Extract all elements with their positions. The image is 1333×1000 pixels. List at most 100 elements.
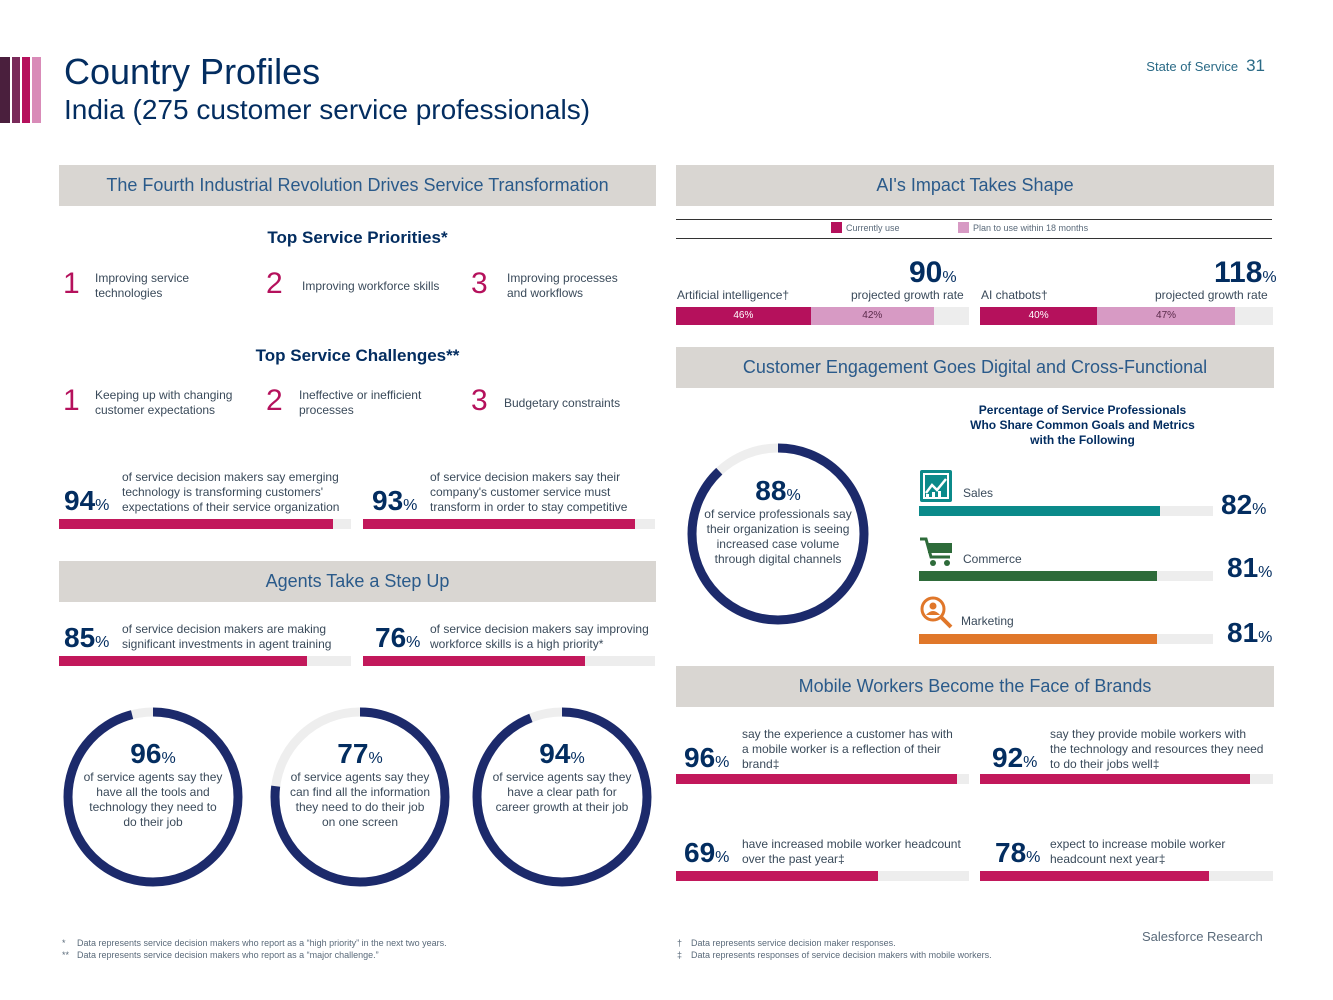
ai-bar-2-plan: 47% xyxy=(1097,307,1235,325)
mobile-78-value: 78% xyxy=(995,837,1041,868)
ring-77-value: 77% xyxy=(337,738,383,769)
ring-77-arc xyxy=(270,707,450,887)
report-name: State of Service xyxy=(1146,59,1239,74)
mobile-92-bar xyxy=(980,774,1273,784)
footnote-left-2: ** Data represents service decision maker… xyxy=(62,950,379,960)
stat-85-text: of service decision makers are making si… xyxy=(122,622,332,651)
ring-96-arc xyxy=(63,707,243,887)
function-marketing-value: 81% xyxy=(1227,617,1273,648)
priority-text-3: Improving processes and workflows xyxy=(507,271,618,300)
stat-94-text: of service decision makers say emerging … xyxy=(122,470,340,514)
section-band-agents: Agents Take a Step Up xyxy=(59,561,656,602)
legend-plan-swatch xyxy=(958,222,969,233)
ai-bar-2-current: 40% xyxy=(980,307,1098,325)
page-subtitle: India (275 customer service professional… xyxy=(64,94,591,125)
mobile-69-text: have increased mobile worker headcount o… xyxy=(742,837,961,866)
ai-growth-label-2: projected growth rate xyxy=(1155,288,1268,302)
stripe-magenta xyxy=(22,57,30,123)
function-commerce-bar xyxy=(919,571,1213,581)
ring-94-value: 94% xyxy=(539,738,585,769)
stat-85-bar-fill xyxy=(59,656,308,666)
function-sales-bar-fill xyxy=(919,506,1161,516)
footnote-right-1: † Data represents service decision maker … xyxy=(677,938,896,948)
mobile-78-bar xyxy=(980,871,1273,881)
ring-88-label: 88% of service professionals say their o… xyxy=(702,475,854,567)
function-commerce-label: Commerce xyxy=(963,552,1022,566)
priorities-heading: Top Service Priorities* xyxy=(267,228,448,247)
mobile-96-value: 96% xyxy=(684,742,730,773)
page-number: 31 xyxy=(1246,56,1265,75)
ai-growth-value-2: 118% xyxy=(1214,256,1277,289)
ai-growth-value-1: 90% xyxy=(909,256,957,289)
function-commerce-bar-fill xyxy=(919,571,1158,581)
challenge-rank-1: 1 xyxy=(63,384,80,417)
mobile-92-text: say they provide mobile workers with the… xyxy=(1050,727,1264,771)
legend-rule-bottom xyxy=(676,238,1272,239)
stripe-dark xyxy=(0,57,10,123)
mobile-78-text: expect to increase mobile worker headcou… xyxy=(1050,837,1226,866)
ai-label-2: AI chatbots† xyxy=(981,288,1048,302)
ring-96-label: 96% of service agents say they have all … xyxy=(81,738,225,830)
stat-94-bar-fill xyxy=(59,519,334,529)
priority-text-2: Improving workforce skills xyxy=(302,279,440,293)
ring-88-value: 88% xyxy=(755,475,801,506)
ring-77-text: of service agents say they can find all … xyxy=(289,770,431,829)
challenge-text-1: Keeping up with changing customer expect… xyxy=(95,388,233,417)
page-title: Country Profiles xyxy=(64,51,321,92)
challenges-heading: Top Service Challenges** xyxy=(255,346,460,365)
stat-94-value: 94% xyxy=(64,485,110,516)
function-sales-label: Sales xyxy=(963,486,994,500)
magnifier-icon xyxy=(920,596,953,629)
ai-growth-label-1: projected growth rate xyxy=(851,288,964,302)
ring-chart-96 xyxy=(63,707,243,887)
function-marketing-bar xyxy=(919,634,1213,644)
legend-plan: Plan to use within 18 months xyxy=(958,222,1088,233)
ai-bar-2: 40% 47% xyxy=(980,307,1273,325)
challenge-rank-3: 3 xyxy=(471,384,488,417)
ring-94-text: of service agents say they have a clear … xyxy=(492,770,632,814)
ring-77-label: 77% of service agents say they can find … xyxy=(288,738,432,830)
mobile-69-value: 69% xyxy=(684,837,730,868)
brand-name: Salesforce Research xyxy=(1142,929,1263,944)
stat-93-value: 93% xyxy=(372,485,418,516)
page-header-meta: State of Service 31 xyxy=(1146,56,1265,76)
function-marketing-label: Marketing xyxy=(961,614,1014,628)
mobile-96-bar xyxy=(676,774,969,784)
priority-text-1: Improving service technologies xyxy=(95,271,190,300)
mobile-69-bar xyxy=(676,871,969,881)
stat-76-value: 76% xyxy=(375,622,421,653)
mobile-92-bar-fill xyxy=(980,774,1250,784)
priority-rank-1: 1 xyxy=(63,267,80,300)
challenge-text-2: Ineffective or inefficient processes xyxy=(299,388,422,417)
stat-93-text: of service decision makers say their com… xyxy=(430,470,628,514)
section-band-transformation: The Fourth Industrial Revolution Drives … xyxy=(59,165,656,206)
mobile-96-bar-fill xyxy=(676,774,958,784)
legend-current: Currently use xyxy=(831,222,900,233)
function-sales-value: 82% xyxy=(1221,489,1267,520)
section-band-engagement: Customer Engagement Goes Digital and Cro… xyxy=(676,347,1274,388)
sales-chart-icon xyxy=(920,470,952,502)
stat-85-value: 85% xyxy=(64,622,110,653)
footnote-right-2: ‡ Data represents responses of service de… xyxy=(677,950,992,960)
stripe-plum xyxy=(12,57,20,123)
ai-bar-1-plan: 42% xyxy=(810,307,934,325)
footnote-left-1: * Data represents service decision makers… xyxy=(62,938,447,948)
ring-96-value: 96% xyxy=(130,738,176,769)
ring-88-arc xyxy=(687,443,869,625)
stat-93-bar-fill xyxy=(363,519,635,529)
section-band-mobile: Mobile Workers Become the Face of Brands xyxy=(676,666,1274,707)
stat-85-bar xyxy=(59,656,351,666)
stat-94-bar xyxy=(59,519,351,529)
ring-96-text: of service agents say they have all the … xyxy=(83,770,223,829)
stat-76-bar xyxy=(363,656,655,666)
ring-88-text: of service professionals say their organ… xyxy=(704,507,852,566)
function-sales-bar xyxy=(919,506,1213,516)
section-band-ai: AI's Impact Takes Shape xyxy=(676,165,1274,206)
mobile-69-bar-fill xyxy=(676,871,879,881)
priority-rank-2: 2 xyxy=(266,267,283,300)
ring-chart-77 xyxy=(270,707,450,887)
stat-93-bar xyxy=(363,519,655,529)
stat-76-text: of service decision makers say improving… xyxy=(430,622,649,651)
mobile-78-bar-fill xyxy=(980,871,1209,881)
priority-rank-3: 3 xyxy=(471,267,488,300)
